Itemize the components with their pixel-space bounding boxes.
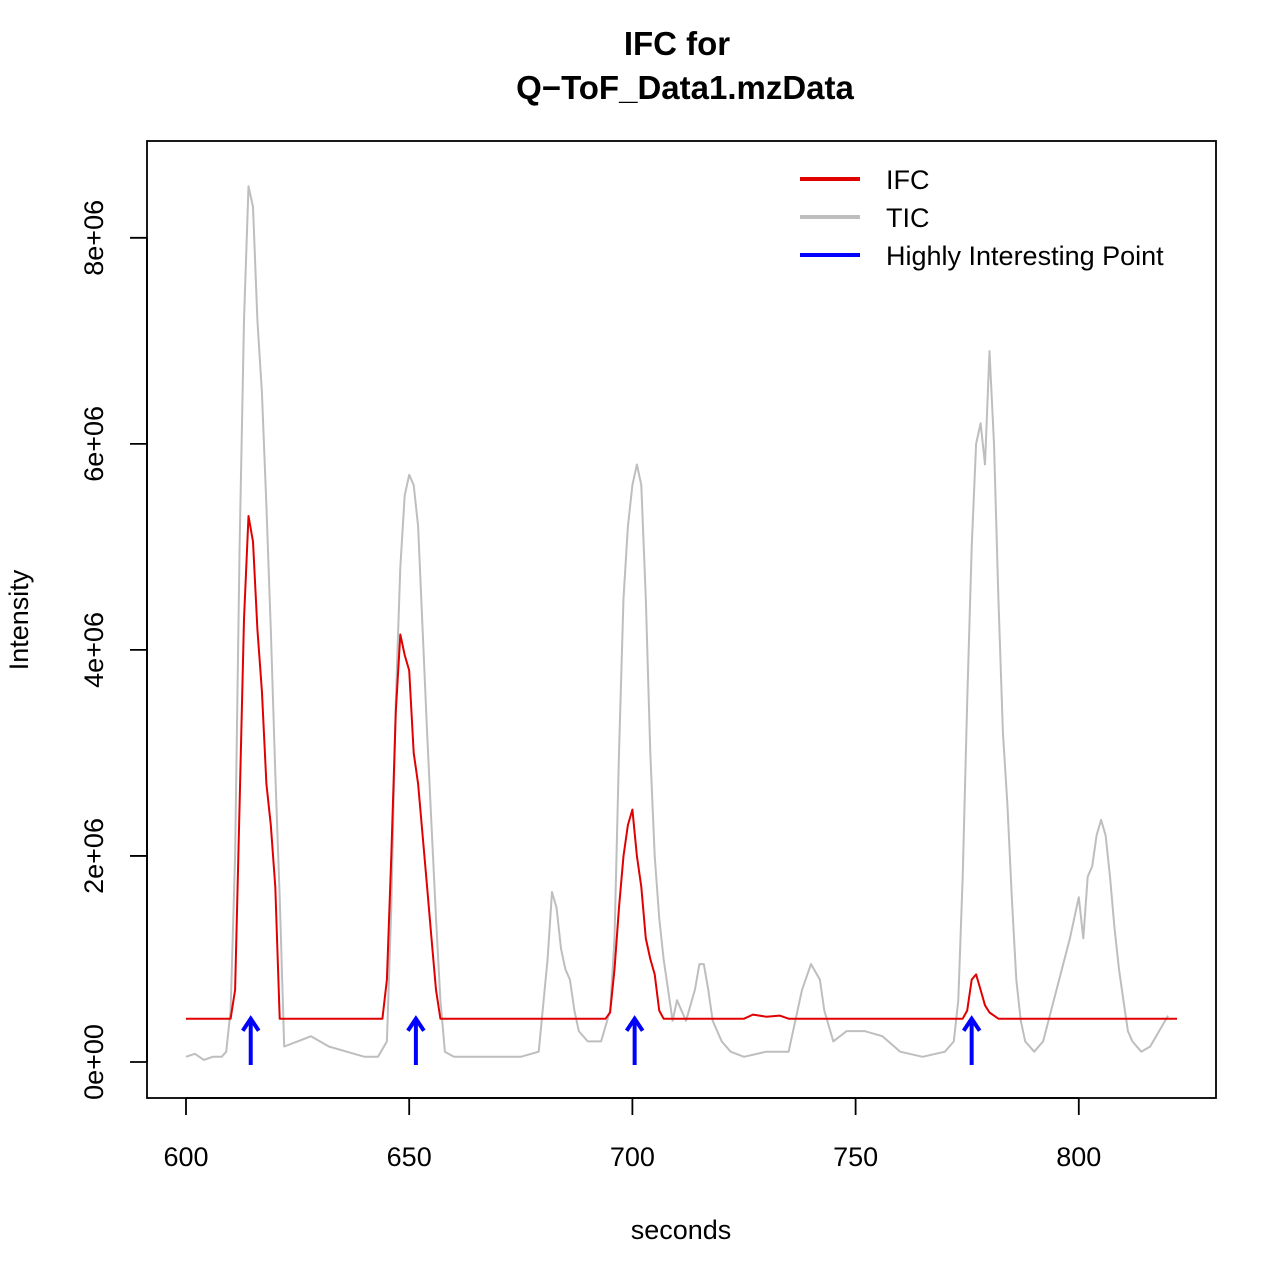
- series-line-tic: [186, 186, 1168, 1060]
- hip-arrow: [627, 1019, 643, 1065]
- legend-label: Highly Interesting Point: [886, 241, 1164, 271]
- legend-entry: TIC: [800, 203, 930, 233]
- y-tick-label: 4e+06: [79, 612, 109, 688]
- legend-label: IFC: [886, 165, 930, 195]
- x-axis: 600 650 700 750 800: [163, 1098, 1101, 1172]
- hip-arrow: [408, 1019, 424, 1065]
- series-layer: [186, 186, 1177, 1060]
- x-tick-label: 800: [1056, 1142, 1101, 1172]
- x-tick-label: 750: [833, 1142, 878, 1172]
- highly-interesting-points-layer: [243, 1019, 980, 1065]
- plot-frame: [147, 141, 1216, 1098]
- series-line-ifc: [186, 516, 1177, 1019]
- y-tick-label: 8e+06: [79, 200, 109, 276]
- hip-arrow: [243, 1019, 259, 1065]
- legend: IFC TIC Highly Interesting Point: [800, 165, 1164, 271]
- x-axis-title: seconds: [631, 1215, 732, 1245]
- x-tick-label: 700: [610, 1142, 655, 1172]
- legend-entry: Highly Interesting Point: [800, 241, 1164, 271]
- legend-entry: IFC: [800, 165, 930, 195]
- chart-title-line1: IFC for: [624, 25, 730, 62]
- legend-label: TIC: [886, 203, 930, 233]
- hip-arrow: [964, 1019, 980, 1065]
- y-tick-label: 6e+06: [79, 406, 109, 482]
- x-tick-label: 650: [387, 1142, 432, 1172]
- y-axis: 0e+00 2e+06 4e+06 6e+06 8e+06: [79, 200, 147, 1100]
- chart-title-line2: Q−ToF_Data1.mzData: [516, 69, 854, 106]
- y-tick-label: 2e+06: [79, 818, 109, 894]
- y-tick-label: 0e+00: [79, 1024, 109, 1100]
- y-axis-title: Intensity: [4, 569, 34, 670]
- x-tick-label: 600: [163, 1142, 208, 1172]
